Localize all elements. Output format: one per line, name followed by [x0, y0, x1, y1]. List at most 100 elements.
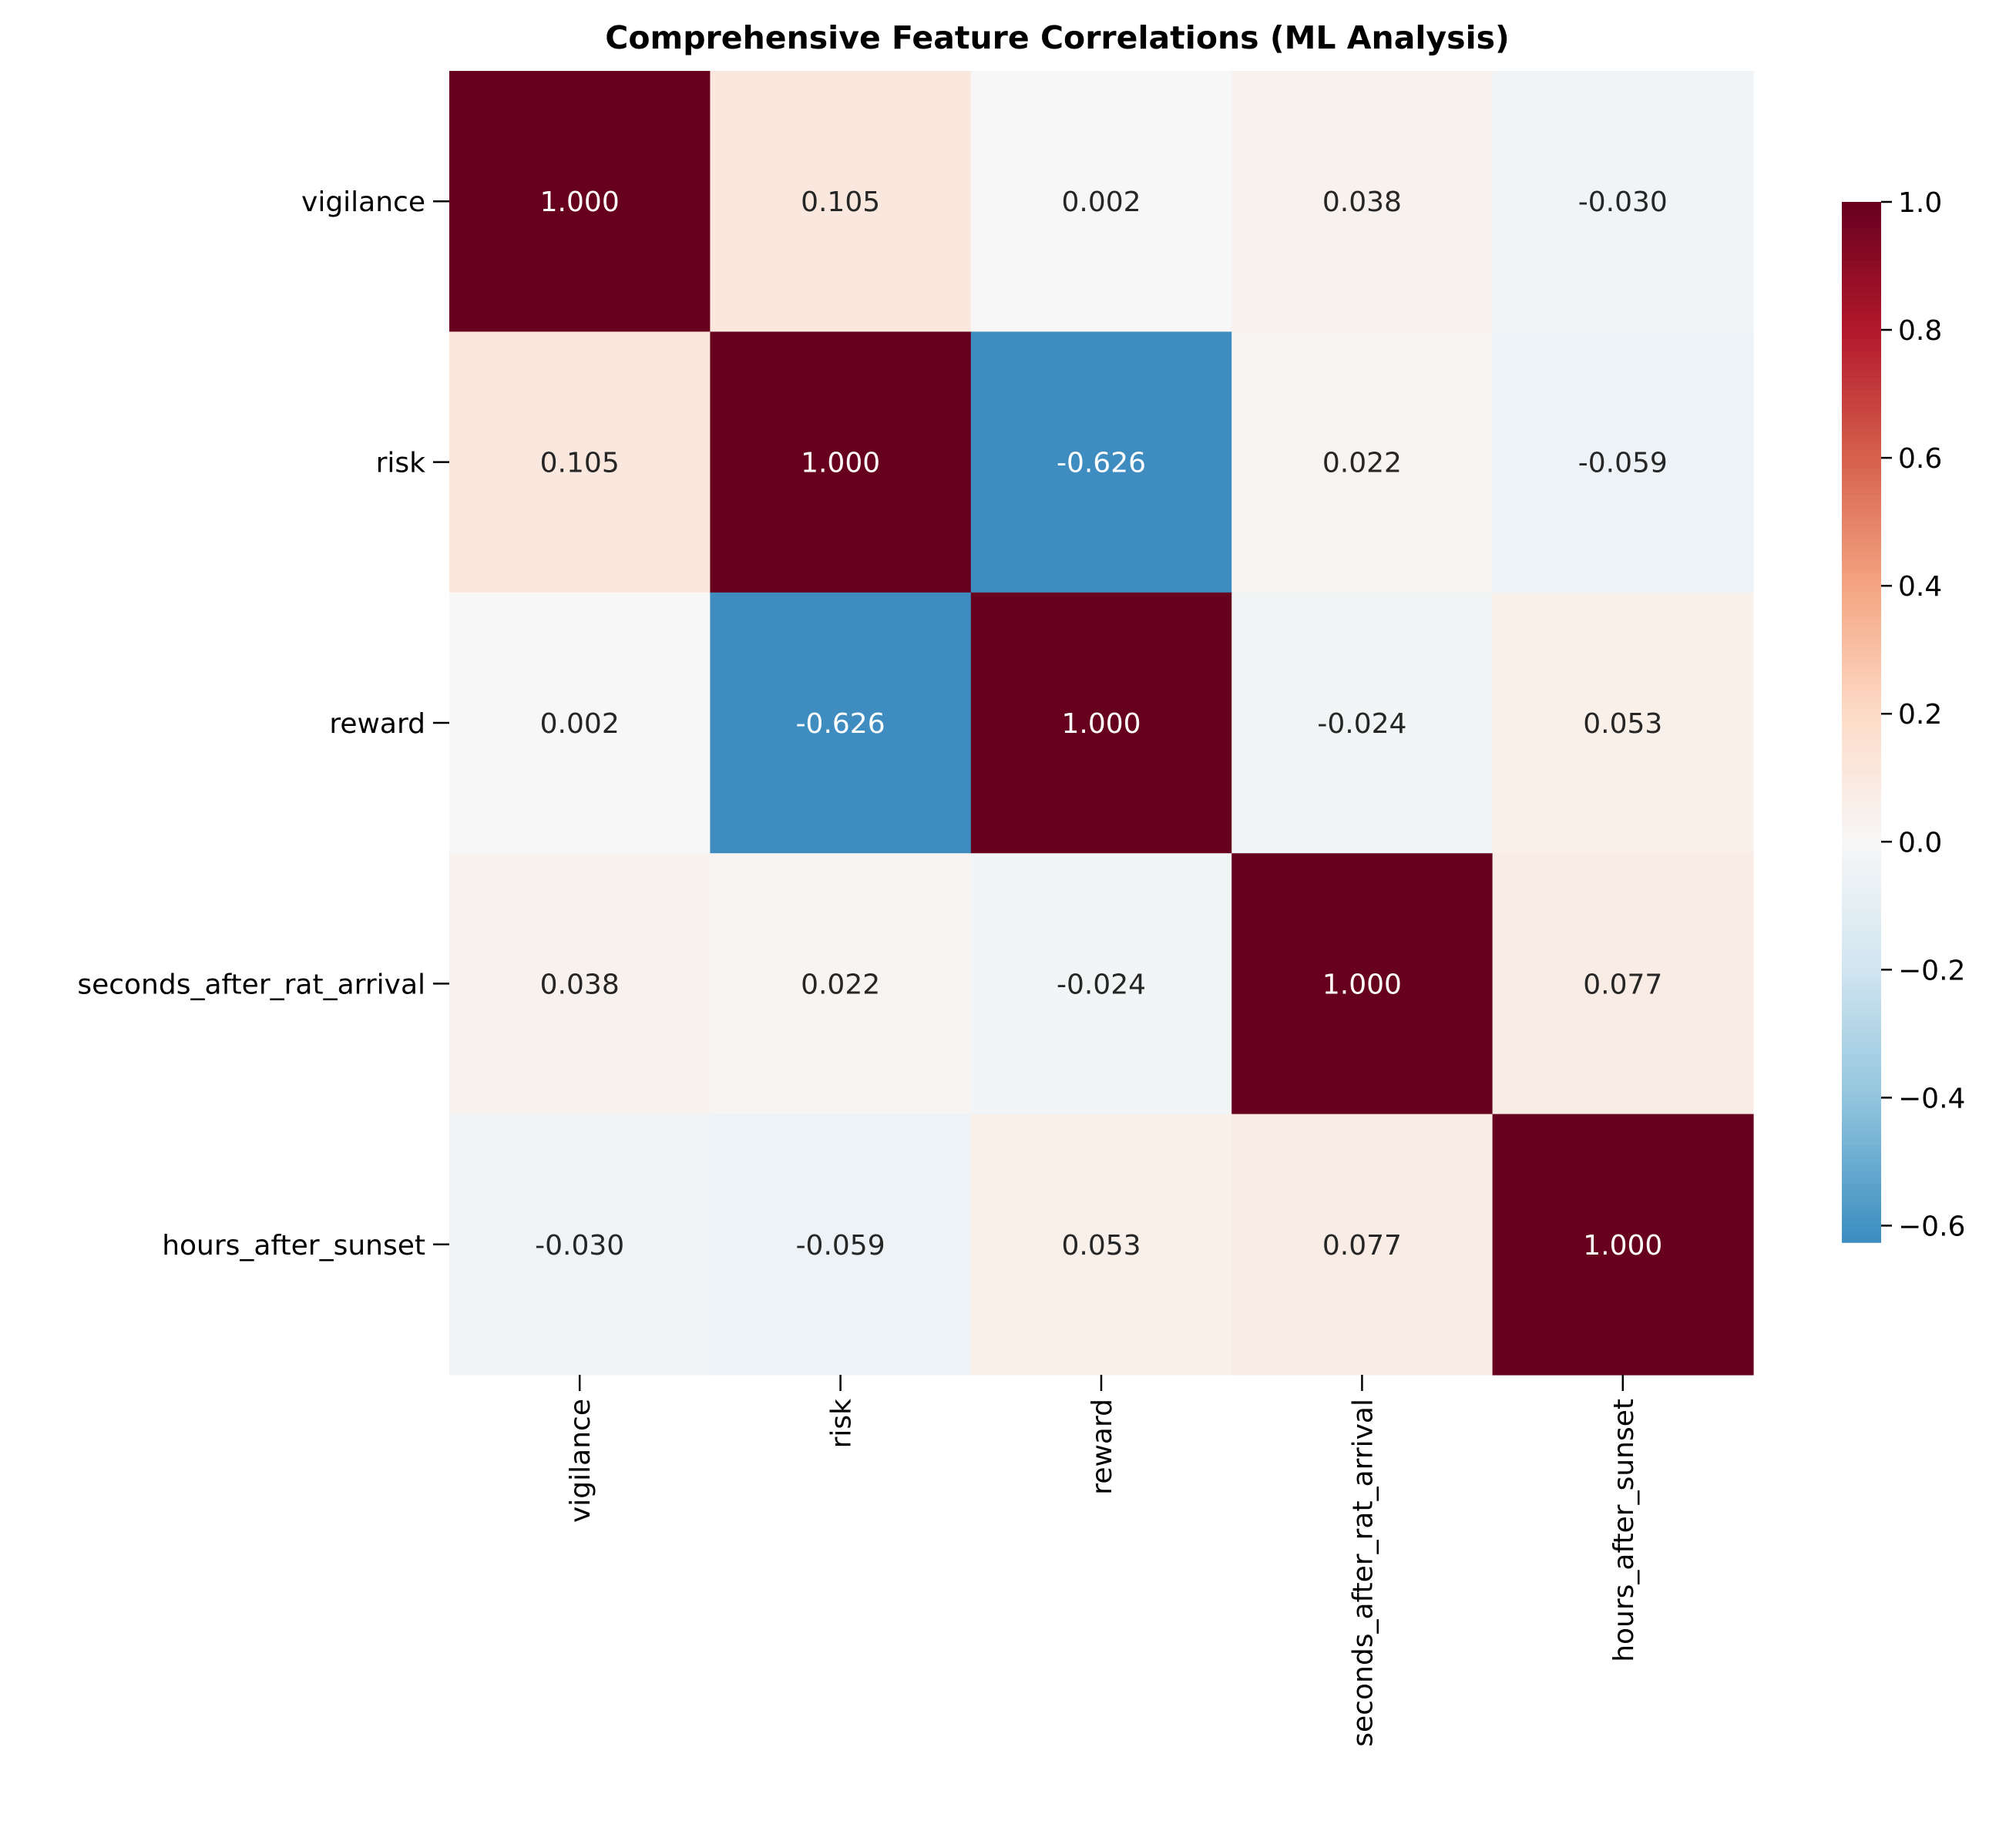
colorbar-segment [1842, 630, 1881, 639]
heatmap-cell [710, 71, 972, 332]
colorbar-segment [1842, 533, 1881, 541]
colorbar-tick-label: 0.8 [1898, 315, 1942, 347]
colorbar-segment [1842, 982, 1881, 989]
colorbar-tick-label: 0.6 [1898, 443, 1942, 475]
colorbar-segment [1842, 923, 1881, 931]
column-tick-label: vigilance [565, 1399, 596, 1523]
colorbar-segment [1842, 780, 1881, 788]
colorbar-segment [1842, 286, 1881, 294]
colorbar-segment [1842, 429, 1881, 437]
cell-value-label: -0.059 [1578, 448, 1668, 479]
colorbar-segment [1842, 1151, 1881, 1159]
heatmap-cell [970, 853, 1232, 1115]
colorbar-segment [1842, 976, 1881, 983]
colorbar-segment [1842, 1047, 1881, 1055]
colorbar-segment [1842, 969, 1881, 976]
cell-value-label: 0.038 [540, 969, 620, 1000]
column-tick-labels: vigilance risk reward seconds_after_rat_arr… [565, 1375, 1640, 1747]
colorbar-segment [1842, 683, 1881, 690]
colorbar-segment [1842, 1099, 1881, 1107]
colorbar-tick-label: 0.2 [1898, 699, 1942, 731]
colorbar-segment [1842, 768, 1881, 775]
cell-value-label: 0.053 [1061, 1230, 1141, 1262]
colorbar-segment [1842, 416, 1881, 424]
colorbar-segment [1842, 260, 1881, 268]
row-tick-label: seconds_after_rat_arrival [77, 969, 425, 1000]
colorbar-segment [1842, 214, 1881, 223]
cell-value-label: 1.000 [1322, 969, 1402, 1000]
colorbar-segment [1842, 806, 1881, 814]
cell-value-label: 0.002 [540, 708, 620, 740]
colorbar-tick-label: 1.0 [1898, 187, 1942, 219]
colorbar-segment [1842, 852, 1881, 859]
colorbar-segment [1842, 942, 1881, 951]
heatmap-cell [710, 331, 972, 593]
colorbar-segment [1842, 507, 1881, 515]
colorbar-segment [1842, 202, 1881, 210]
cell-value-label: 0.022 [1322, 448, 1402, 479]
colorbar-segment [1842, 546, 1881, 554]
colorbar-segment [1842, 664, 1881, 671]
colorbar-segment [1842, 468, 1881, 476]
colorbar-segment [1842, 442, 1881, 450]
colorbar: −0.6 −0.4 −0.2 0.0 0.2 0.4 0.6 0.8 1.0 [1842, 187, 1965, 1243]
colorbar-segment [1842, 358, 1881, 365]
colorbar-tick-label: −0.4 [1898, 1083, 1965, 1114]
colorbar-segment [1842, 1092, 1881, 1100]
cell-value-label: 0.053 [1583, 708, 1662, 740]
colorbar-segment [1842, 878, 1881, 885]
colorbar-segment [1842, 514, 1881, 522]
heatmap-cell [970, 1114, 1232, 1376]
colorbar-segment [1842, 344, 1881, 352]
colorbar-segment [1842, 1203, 1881, 1211]
heatmap-cell [449, 592, 711, 854]
colorbar-segment [1842, 917, 1881, 925]
colorbar-segment [1842, 1086, 1881, 1094]
colorbar-segment [1842, 475, 1881, 482]
colorbar-segment [1842, 318, 1881, 327]
colorbar-segment [1842, 904, 1881, 912]
colorbar-segment [1842, 1040, 1881, 1048]
row-tick-label: reward [329, 708, 425, 740]
row-tick-label: risk [376, 448, 426, 479]
colorbar-segment [1842, 624, 1881, 632]
colorbar-segment [1842, 774, 1881, 781]
colorbar-segment [1842, 234, 1881, 242]
colorbar-segment [1842, 390, 1881, 398]
colorbar-segment [1842, 501, 1881, 509]
colorbar-segment [1842, 240, 1881, 248]
cell-value-label: 1.000 [540, 186, 620, 218]
heatmap-cell [970, 71, 1232, 332]
heatmap-cell [449, 1114, 711, 1376]
colorbar-segment [1842, 1060, 1881, 1067]
cell-value-label: 1.000 [1583, 1230, 1662, 1262]
colorbar-segment [1842, 1008, 1881, 1016]
colorbar-segment [1842, 988, 1881, 996]
colorbar-segment [1842, 1164, 1881, 1171]
heatmap-cell [449, 331, 711, 593]
colorbar-segment [1842, 761, 1881, 768]
heatmap-cell [1492, 331, 1754, 593]
colorbar-segment [1842, 364, 1881, 372]
colorbar-segment [1842, 1067, 1881, 1074]
cell-value-label: 0.038 [1322, 186, 1402, 218]
colorbar-segment [1842, 838, 1881, 847]
colorbar-segment [1842, 377, 1881, 385]
colorbar-segment [1842, 702, 1881, 710]
colorbar-segment [1842, 1118, 1881, 1126]
colorbar-segment [1842, 832, 1881, 840]
colorbar-segment [1842, 208, 1881, 216]
colorbar-segment [1842, 800, 1881, 808]
colorbar-segment [1842, 618, 1881, 626]
colorbar-segment [1842, 1034, 1881, 1042]
heatmap-cell [710, 1114, 972, 1376]
colorbar-segment [1842, 1125, 1881, 1133]
colorbar-segment [1842, 410, 1881, 418]
colorbar-segment [1842, 566, 1881, 573]
colorbar-segment [1842, 227, 1881, 235]
colorbar-segment [1842, 494, 1881, 502]
colorbar-segment [1842, 748, 1881, 755]
heatmap-cells: 1.000 0.105 0.002 0.038 -0.030 0.105 1.000 -0.6… [449, 71, 1754, 1376]
colorbar-segment [1842, 592, 1881, 600]
colorbar-segment [1842, 254, 1881, 261]
